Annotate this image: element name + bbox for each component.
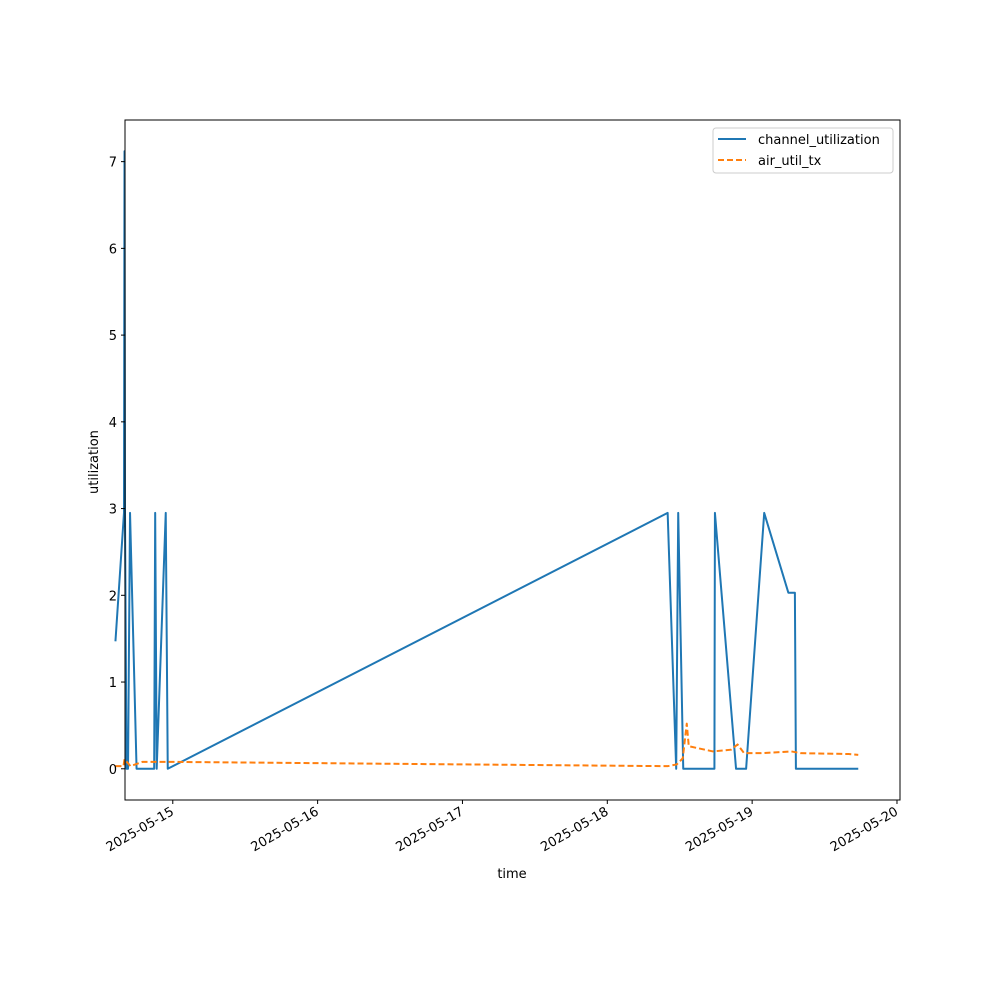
legend: channel_utilization air_util_tx <box>712 127 894 174</box>
y-axis-label: utilization <box>87 430 102 494</box>
y-tick-label: 1 <box>109 676 117 691</box>
x-axis-label: time <box>497 867 526 882</box>
legend-box <box>712 127 894 174</box>
y-tick-label: 5 <box>109 329 117 344</box>
y-tick-label: 4 <box>109 416 117 431</box>
y-axis: 0 1 2 3 4 5 6 7 <box>109 156 125 778</box>
series-line-channel-utilization <box>114 150 859 770</box>
series-layer <box>114 150 859 770</box>
legend-label-air-util-tx: air_util_tx <box>758 154 822 169</box>
y-tick-label: 7 <box>109 156 117 171</box>
plot-area <box>125 120 900 800</box>
legend-label-channel-utilization: channel_utilization <box>758 133 880 148</box>
y-tick-label: 6 <box>109 242 117 257</box>
y-tick-label: 0 <box>109 763 117 778</box>
y-tick-label: 2 <box>109 589 117 604</box>
series-line-air-util-tx <box>115 722 859 768</box>
y-tick-label: 3 <box>109 503 117 518</box>
plot-frame <box>124 119 901 801</box>
